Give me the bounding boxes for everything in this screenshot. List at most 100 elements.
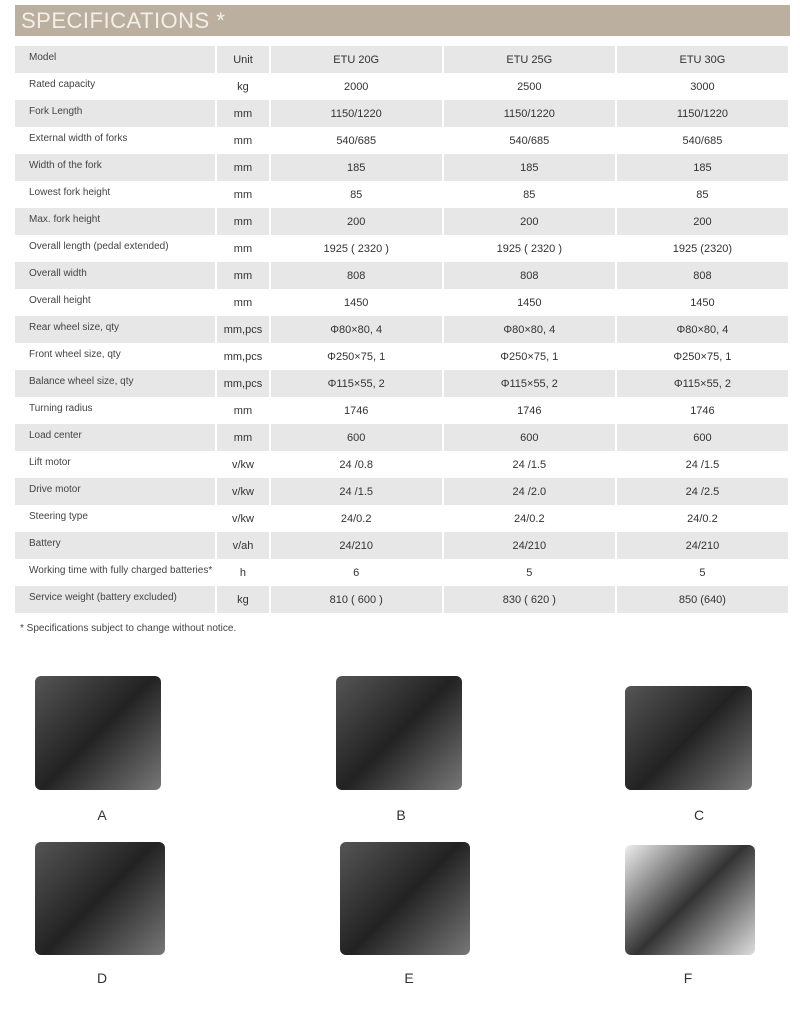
row-value: 85 xyxy=(617,181,790,208)
row-value: 200 xyxy=(443,208,617,235)
row-label: External width of forks xyxy=(15,127,218,154)
row-value: 24/0.2 xyxy=(444,505,617,532)
row-unit: mm,pcs xyxy=(217,316,271,343)
row-value: 5 xyxy=(617,559,790,586)
row-value: 540/685 xyxy=(444,127,617,154)
table-row: Rear wheel size, qty mm,pcs Φ80×80, 4 Φ80×8… xyxy=(15,316,790,343)
table-row: Battery v/ah 24/210 24/210 24/210 xyxy=(15,532,790,559)
row-value: Φ115×55, 2 xyxy=(616,370,790,397)
row-unit: mm xyxy=(217,424,271,451)
header-model-name: ETU 20G xyxy=(270,46,444,73)
row-label: Rated capacity xyxy=(15,73,218,100)
row-unit: mm xyxy=(217,154,271,181)
row-unit: v/kw xyxy=(217,478,271,505)
row-value: 185 xyxy=(616,154,790,181)
row-unit: v/kw xyxy=(217,505,271,532)
table-row: Load center mm 600 600 600 xyxy=(15,424,790,451)
row-value: 1746 xyxy=(444,397,617,424)
row-value: 1150/1220 xyxy=(616,100,790,127)
row-unit: mm,pcs xyxy=(217,343,271,370)
row-value: Φ80×80, 4 xyxy=(270,316,444,343)
row-value: 200 xyxy=(616,208,790,235)
table-row: Overall height mm 1450 1450 1450 xyxy=(15,289,790,316)
row-value: 24 /2.0 xyxy=(443,478,617,505)
row-value: 540/685 xyxy=(271,127,444,154)
row-label: Lowest fork height xyxy=(15,181,218,208)
row-value: 3000 xyxy=(617,73,790,100)
photo-f xyxy=(625,845,755,955)
page-title: SPECIFICATIONS * xyxy=(15,5,790,36)
row-value: 1150/1220 xyxy=(270,100,444,127)
row-value: Φ250×75, 1 xyxy=(617,343,790,370)
row-unit: mm xyxy=(217,208,271,235)
row-value: 808 xyxy=(270,262,444,289)
row-value: 1925 ( 2320 ) xyxy=(271,235,444,262)
row-label: Fork Length xyxy=(15,100,218,127)
header-unit-label: Unit xyxy=(217,46,271,73)
row-unit: mm xyxy=(217,181,271,208)
header-model-label: Model xyxy=(15,46,218,73)
row-value: 1746 xyxy=(617,397,790,424)
photo-label-a: A xyxy=(97,807,107,823)
table-row: Lowest fork height mm 85 85 85 xyxy=(15,181,790,208)
row-value: 2000 xyxy=(271,73,444,100)
row-value: 1925 ( 2320 ) xyxy=(444,235,617,262)
row-label: Rear wheel size, qty xyxy=(15,316,218,343)
row-value: 24 /0.8 xyxy=(271,451,444,478)
table-row: Fork Length mm 1150/1220 1150/1220 1150/1220 xyxy=(15,100,790,127)
table-row: Width of the fork mm 185 185 185 xyxy=(15,154,790,181)
row-label: Width of the fork xyxy=(15,154,218,181)
row-label: Drive motor xyxy=(15,478,218,505)
row-value: Φ80×80, 4 xyxy=(443,316,617,343)
row-value: 1450 xyxy=(271,289,444,316)
table-row: Front wheel size, qty mm,pcs Φ250×75, 1 Φ25… xyxy=(15,343,790,370)
row-label: Front wheel size, qty xyxy=(15,343,218,370)
row-value: 1150/1220 xyxy=(443,100,617,127)
row-unit: mm xyxy=(217,235,271,262)
row-label: Overall length (pedal extended) xyxy=(15,235,218,262)
table-header-row: Model Unit ETU 20G ETU 25G ETU 30G xyxy=(15,46,790,73)
row-unit: mm xyxy=(217,127,271,154)
table-row: Service weight (battery excluded) kg 810 (… xyxy=(15,586,790,613)
row-value: Φ80×80, 4 xyxy=(616,316,790,343)
table-row: Turning radius mm 1746 1746 1746 xyxy=(15,397,790,424)
row-value: 1450 xyxy=(444,289,617,316)
row-value: 540/685 xyxy=(617,127,790,154)
table-row: Steering type v/kw 24/0.2 24/0.2 24/0.2 xyxy=(15,505,790,532)
row-value: 1925 (2320) xyxy=(617,235,790,262)
row-value: 24/210 xyxy=(616,532,790,559)
photo-label-c: C xyxy=(693,807,705,823)
row-unit: mm xyxy=(217,100,271,127)
row-label: Overall height xyxy=(15,289,218,316)
row-value: 808 xyxy=(616,262,790,289)
row-label: Overall width xyxy=(15,262,218,289)
row-value: 1746 xyxy=(271,397,444,424)
spec-table: Model Unit ETU 20G ETU 25G ETU 30G Rated capa… xyxy=(15,46,790,613)
row-unit: mm xyxy=(217,397,271,424)
row-value: 600 xyxy=(270,424,444,451)
photo-label-f: F xyxy=(683,970,693,986)
photo-d xyxy=(35,842,165,955)
photo-c xyxy=(625,686,752,790)
photo-b xyxy=(336,676,462,790)
row-value: 5 xyxy=(444,559,617,586)
row-label: Steering type xyxy=(15,505,218,532)
row-value: 2500 xyxy=(444,73,617,100)
row-unit: v/kw xyxy=(217,451,271,478)
table-row: External width of forks mm 540/685 540/685 5… xyxy=(15,127,790,154)
row-value: 24 /1.5 xyxy=(270,478,444,505)
table-row: Rated capacity kg 2000 2500 3000 xyxy=(15,73,790,100)
row-value: 24 /2.5 xyxy=(616,478,790,505)
row-unit: h xyxy=(217,559,271,586)
row-value: 185 xyxy=(443,154,617,181)
row-label: Service weight (battery excluded) xyxy=(15,586,218,613)
row-value: 600 xyxy=(616,424,790,451)
table-row: Working time with fully charged batterie… xyxy=(15,559,790,586)
header-model-name: ETU 30G xyxy=(616,46,790,73)
row-value: Φ250×75, 1 xyxy=(271,343,444,370)
row-value: 85 xyxy=(444,181,617,208)
row-value: 1450 xyxy=(617,289,790,316)
row-value: 830 ( 620 ) xyxy=(443,586,617,613)
row-value: 850 (640) xyxy=(616,586,790,613)
